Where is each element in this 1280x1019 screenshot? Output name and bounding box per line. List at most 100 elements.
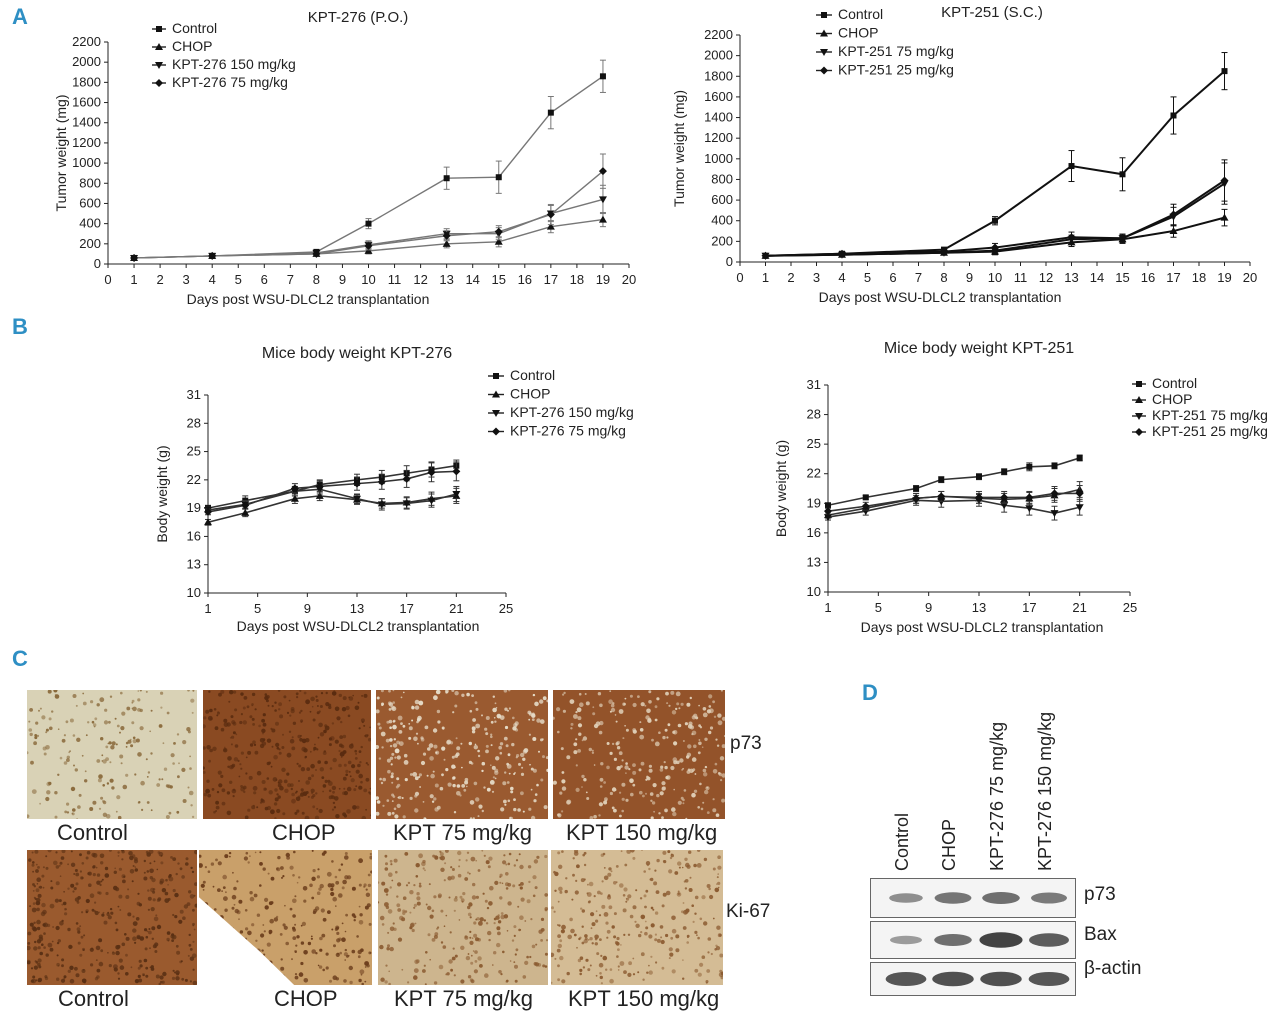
cell-dot bbox=[249, 896, 255, 902]
cell-dot bbox=[141, 808, 144, 811]
cell-dot bbox=[26, 945, 31, 951]
cell-dot bbox=[485, 922, 489, 925]
cell-dot bbox=[348, 696, 354, 701]
cell-dot bbox=[637, 695, 640, 698]
cell-dot bbox=[137, 708, 141, 712]
ihc-texture bbox=[201, 689, 372, 821]
data-point bbox=[761, 251, 770, 260]
y-tick-label: 200 bbox=[79, 236, 101, 251]
cell-dot bbox=[343, 787, 346, 790]
cell-dot bbox=[429, 756, 434, 761]
cell-dot bbox=[611, 787, 617, 792]
cell-dot bbox=[246, 705, 250, 709]
cell-dot bbox=[168, 811, 172, 815]
cell-dot bbox=[226, 791, 231, 795]
y-tick-label: 25 bbox=[187, 444, 201, 459]
cell-dot bbox=[554, 889, 557, 892]
cell-dot bbox=[704, 765, 708, 769]
cell-dot bbox=[625, 798, 629, 802]
cell-dot bbox=[531, 713, 536, 718]
cell-dot bbox=[597, 692, 602, 696]
series-line bbox=[765, 182, 1226, 257]
cell-dot bbox=[301, 791, 304, 794]
cell-dot bbox=[650, 816, 654, 820]
cell-dot bbox=[425, 903, 428, 906]
cell-dot bbox=[368, 951, 372, 955]
cell-dot bbox=[411, 719, 414, 722]
cell-dot bbox=[720, 689, 723, 692]
x-tick-label: 13 bbox=[439, 272, 453, 287]
data-point bbox=[546, 222, 555, 230]
cell-dot bbox=[481, 714, 483, 717]
cell-dot bbox=[268, 761, 271, 765]
cell-dot bbox=[481, 769, 484, 773]
cell-dot bbox=[557, 730, 560, 734]
cell-dot bbox=[277, 783, 282, 788]
cell-dot bbox=[245, 851, 249, 855]
cell-dot bbox=[398, 730, 403, 734]
cell-dot bbox=[408, 726, 413, 731]
cell-dot bbox=[388, 719, 393, 724]
cell-dot bbox=[529, 955, 532, 959]
cell-dot bbox=[145, 690, 148, 693]
cell-dot bbox=[640, 702, 645, 707]
cell-dot bbox=[454, 896, 458, 899]
cell-dot bbox=[520, 882, 524, 886]
cell-dot bbox=[225, 891, 227, 894]
chart-title: Mice body weight KPT-251 bbox=[884, 340, 1074, 357]
cell-dot bbox=[179, 909, 184, 914]
cell-dot bbox=[662, 735, 666, 740]
cell-dot bbox=[331, 808, 335, 811]
cell-dot bbox=[150, 907, 155, 912]
ihc-background bbox=[27, 850, 197, 985]
cell-dot bbox=[171, 976, 176, 980]
cell-dot bbox=[606, 936, 609, 939]
cell-dot bbox=[61, 738, 66, 743]
cell-dot bbox=[327, 883, 332, 888]
cell-dot bbox=[343, 763, 347, 767]
cell-dot bbox=[708, 694, 713, 699]
cell-dot bbox=[591, 942, 594, 945]
cell-dot bbox=[117, 815, 122, 820]
cell-dot bbox=[333, 689, 336, 691]
cell-dot bbox=[85, 856, 89, 860]
cell-dot bbox=[495, 915, 500, 920]
cell-dot bbox=[53, 860, 58, 866]
cell-dot bbox=[543, 805, 548, 810]
cell-dot bbox=[319, 732, 325, 737]
cell-dot bbox=[544, 908, 548, 912]
cell-dot bbox=[579, 702, 584, 707]
cell-dot bbox=[33, 741, 37, 746]
cell-dot bbox=[376, 800, 381, 804]
cell-dot bbox=[699, 917, 703, 921]
cell-dot bbox=[382, 804, 385, 807]
cell-dot bbox=[584, 934, 588, 938]
cell-dot bbox=[500, 807, 505, 812]
cell-dot bbox=[433, 895, 437, 899]
cell-dot bbox=[682, 740, 685, 742]
cell-dot bbox=[643, 870, 646, 873]
data-point bbox=[365, 220, 372, 227]
cell-dot bbox=[118, 958, 123, 963]
cell-dot bbox=[103, 920, 108, 925]
cell-dot bbox=[504, 707, 508, 711]
cell-dot bbox=[98, 961, 104, 967]
x-tick-label: 11 bbox=[388, 272, 402, 287]
cell-dot bbox=[703, 772, 708, 777]
cell-dot bbox=[28, 728, 33, 732]
cell-dot bbox=[381, 881, 386, 886]
cell-dot bbox=[396, 903, 401, 908]
cell-dot bbox=[75, 872, 80, 877]
cell-dot bbox=[561, 850, 564, 853]
cell-dot bbox=[178, 919, 183, 924]
cell-dot bbox=[145, 974, 149, 978]
cell-dot bbox=[490, 720, 494, 724]
cell-dot bbox=[286, 772, 290, 776]
cell-dot bbox=[409, 796, 413, 800]
cell-dot bbox=[649, 792, 654, 796]
cell-dot bbox=[707, 937, 712, 941]
cell-dot bbox=[461, 693, 465, 697]
chart-title: KPT-251 (S.C.) bbox=[941, 4, 1043, 21]
cell-dot bbox=[551, 906, 554, 910]
cell-dot bbox=[697, 972, 702, 977]
